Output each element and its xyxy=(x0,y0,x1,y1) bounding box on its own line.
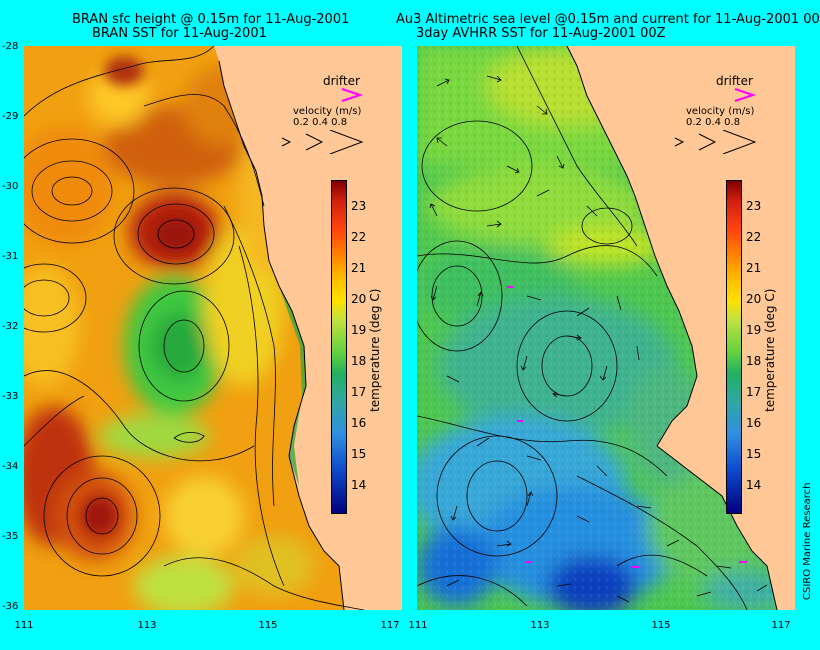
lon-tick: 111 xyxy=(14,620,34,631)
drifter-arrow-icon xyxy=(341,88,364,102)
velocity-values: 0.2 0.4 0.8 xyxy=(686,117,741,128)
bran-sst-map xyxy=(24,46,402,610)
colorbar-tick: 20 xyxy=(746,292,762,306)
colorbar-tick: 15 xyxy=(746,447,762,461)
colorbar-tick: 17 xyxy=(746,385,762,399)
drifter-arrow-icon xyxy=(734,88,757,102)
colorbar-tick: 20 xyxy=(351,292,367,306)
avhrr-sst-map xyxy=(417,46,795,610)
colorbar-tick: 22 xyxy=(746,230,762,244)
left-title-line1: BRAN sfc height @ 0.15m for 11-Aug-2001 xyxy=(72,12,350,27)
lon-tick: 117 xyxy=(380,620,400,631)
colorbar-tick: 21 xyxy=(351,261,367,275)
colorbar-tick: 14 xyxy=(351,478,367,492)
colorbar-tick: 21 xyxy=(746,261,762,275)
drifter-label: drifter xyxy=(323,74,360,88)
colorbar-label: temperature (deg C) xyxy=(763,288,777,412)
lon-tick: 115 xyxy=(258,620,278,631)
lat-tick: -32 xyxy=(2,321,19,332)
colorbar-tick: 19 xyxy=(746,323,762,337)
colorbar-tick: 22 xyxy=(351,230,367,244)
lat-tick: -33 xyxy=(2,391,19,402)
velocity-label: velocity (m/s) xyxy=(686,106,755,117)
colorbar xyxy=(331,180,347,514)
right-title-line1: Au3 Altimetric sea level @0.15m and curr… xyxy=(396,12,820,27)
lon-tick: 117 xyxy=(771,620,791,631)
lat-tick: -28 xyxy=(2,41,19,52)
velocity-scale-arrows xyxy=(281,130,364,154)
credit-text: CSIRO Marine Research xyxy=(802,482,813,600)
lon-tick: 113 xyxy=(137,620,157,631)
colorbar-tick: 23 xyxy=(746,199,762,213)
lat-tick: -35 xyxy=(2,531,19,542)
colorbar-label: temperature (deg C) xyxy=(368,288,382,412)
colorbar-tick: 18 xyxy=(746,354,762,368)
lon-tick: 111 xyxy=(408,620,428,631)
colorbar-tick: 14 xyxy=(746,478,762,492)
velocity-label: velocity (m/s) xyxy=(293,106,362,117)
velocity-scale-arrows xyxy=(674,130,757,154)
drifter-label: drifter xyxy=(716,74,753,88)
colorbar-tick: 16 xyxy=(351,416,367,430)
right-title-line2: 3day AVHRR SST for 11-Aug-2001 00Z xyxy=(416,26,666,41)
colorbar-tick: 19 xyxy=(351,323,367,337)
lat-tick: -31 xyxy=(2,251,19,262)
colorbar xyxy=(726,180,742,514)
lon-tick: 113 xyxy=(530,620,550,631)
colorbar-tick: 15 xyxy=(351,447,367,461)
colorbar-tick: 23 xyxy=(351,199,367,213)
current-arrows xyxy=(429,75,768,603)
lat-tick: -36 xyxy=(2,601,19,612)
lat-tick: -34 xyxy=(2,461,19,472)
australia-land xyxy=(214,46,402,610)
left-title-line2: BRAN SST for 11-Aug-2001 xyxy=(92,26,267,41)
lat-tick: -29 xyxy=(2,111,19,122)
colorbar-tick: 16 xyxy=(746,416,762,430)
lat-tick: -30 xyxy=(2,181,19,192)
colorbar-tick: 18 xyxy=(351,354,367,368)
velocity-values: 0.2 0.4 0.8 xyxy=(293,117,348,128)
colorbar-tick: 17 xyxy=(351,385,367,399)
lon-tick: 115 xyxy=(651,620,671,631)
